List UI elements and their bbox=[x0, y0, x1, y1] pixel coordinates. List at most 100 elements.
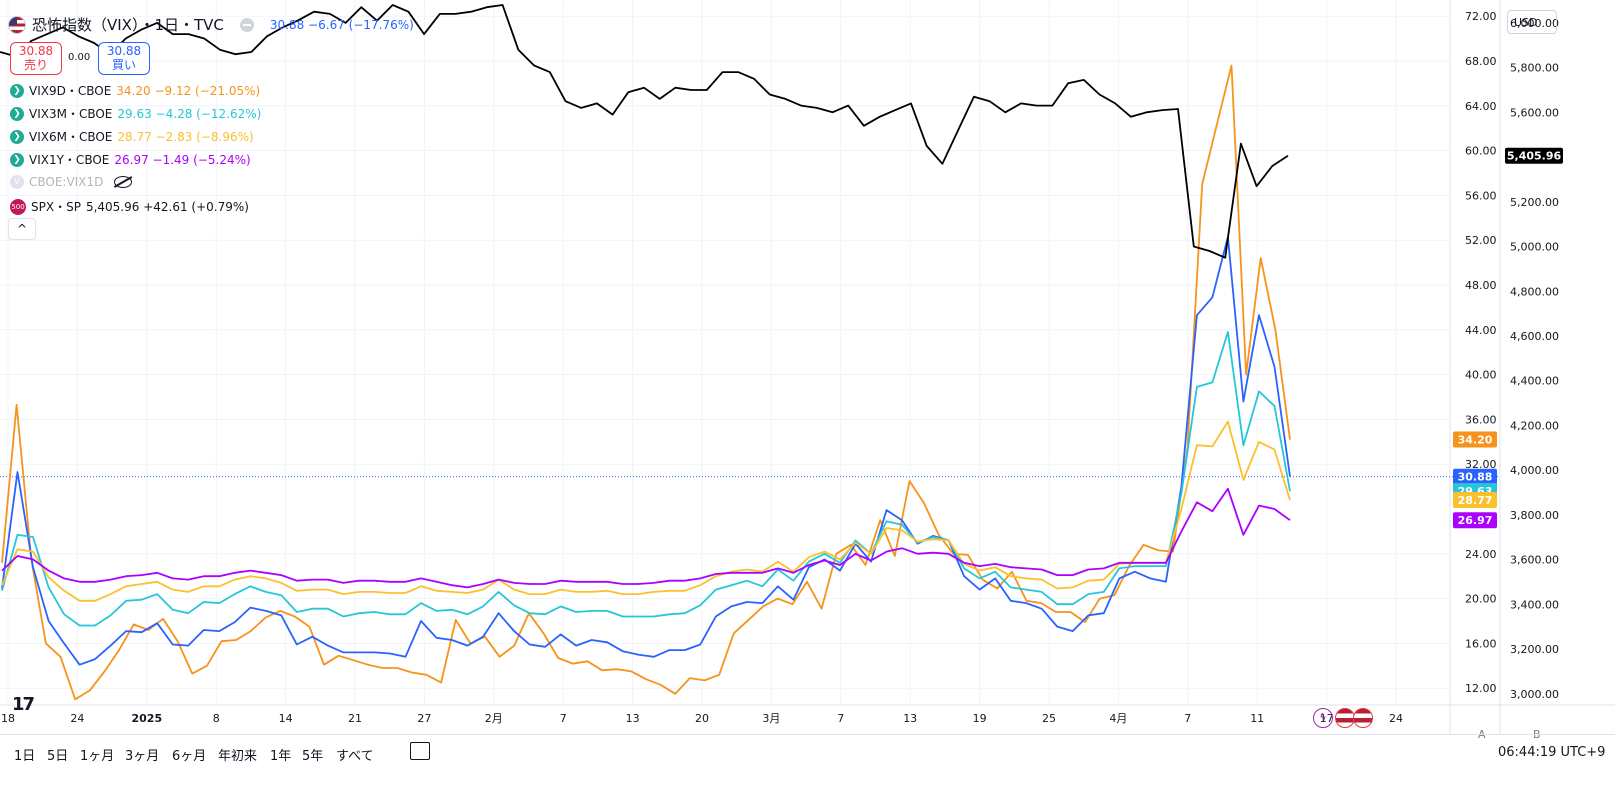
us-flag-icon[interactable] bbox=[1335, 708, 1355, 728]
left-axis-tick-label: 44.00 bbox=[1465, 324, 1497, 337]
range-ytd[interactable]: 年初来 bbox=[218, 749, 258, 764]
buy-label: 買い bbox=[111, 58, 136, 72]
right-axis-tick-label: 5,800.00 bbox=[1510, 62, 1559, 75]
legend-name: VIX1Y・CBOE bbox=[29, 153, 110, 167]
right-axis-tick-label: 3,000.00 bbox=[1510, 688, 1559, 701]
buy-price: 30.88 bbox=[106, 44, 142, 58]
buy-button[interactable]: 30.88 買い bbox=[98, 42, 150, 75]
symbol-title[interactable]: 恐怖指数（VIX）・1日・TVC bbox=[32, 16, 224, 34]
last-value-tag-vix9d bbox=[1453, 431, 1497, 448]
x-axis-tick-label: 3月 bbox=[762, 712, 780, 725]
clock[interactable]: 06:44:19 UTC+9 bbox=[1498, 745, 1606, 760]
sell-label: 売り bbox=[23, 58, 48, 72]
x-axis-tick-label: 2025 bbox=[131, 712, 162, 725]
legend-values: 26.97 −1.49 (−5.24%) bbox=[114, 152, 251, 167]
last-value-label-vix6m: 28.77 bbox=[1458, 494, 1493, 507]
left-axis-tick-label: 16.00 bbox=[1465, 637, 1497, 650]
left-axis-tick-label: 48.00 bbox=[1465, 279, 1497, 292]
right-axis-tick-label: 3,200.00 bbox=[1510, 643, 1559, 656]
legend-values: 34.20 −9.12 (−21.05%) bbox=[116, 83, 261, 98]
cboe-logo-icon: ❯ bbox=[10, 129, 24, 144]
range-1d[interactable]: 1日 bbox=[14, 749, 36, 764]
legend-values: 5,405.96 +42.61 (+0.79%) bbox=[85, 199, 249, 214]
range-5d[interactable]: 5日 bbox=[47, 749, 69, 764]
legend-name: CBOE:VIX1D bbox=[29, 175, 104, 189]
right-axis-tick-label: 5,000.00 bbox=[1510, 241, 1559, 254]
range-all[interactable]: すべて bbox=[336, 749, 374, 764]
x-axis-tick-label: 21 bbox=[348, 712, 362, 725]
tradingview-logo: 17 bbox=[12, 694, 35, 715]
range-1m[interactable]: 1ヶ月 bbox=[80, 749, 115, 764]
last-value-tag-vix1y bbox=[1453, 512, 1497, 529]
right-axis-tick-label: 3,400.00 bbox=[1510, 598, 1559, 611]
eye-off-icon[interactable] bbox=[114, 176, 133, 188]
x-axis-tick-label: 11 bbox=[1250, 712, 1264, 725]
main-series-values: 30.88 −6.67 (−17.76%) bbox=[269, 17, 414, 32]
sell-price: 30.88 bbox=[18, 44, 54, 58]
series-line-vix1y[interactable] bbox=[1, 487, 1291, 589]
x-axis-tick-label: 7 bbox=[560, 712, 567, 725]
left-axis-tick-label: 52.00 bbox=[1465, 234, 1497, 247]
x-axis-tick-label: 13 bbox=[626, 712, 640, 725]
legend-name: VIX9D・CBOE bbox=[29, 84, 112, 98]
hidden-series-icon: V bbox=[10, 175, 24, 189]
legend-name: VIX3M・CBOE bbox=[29, 107, 113, 121]
x-axis-tick-label: 13 bbox=[903, 712, 917, 725]
left-axis-tick-label: 64.00 bbox=[1465, 100, 1497, 113]
calendar-range-icon[interactable] bbox=[410, 742, 430, 760]
last-value-label-vix: 30.88 bbox=[1458, 471, 1493, 484]
series-line-vix[interactable] bbox=[1, 235, 1291, 666]
x-axis-tick-label: 18 bbox=[1, 712, 15, 725]
right-axis-tick-label: 4,400.00 bbox=[1510, 375, 1559, 388]
x-axis-tick-label: 2月 bbox=[485, 712, 503, 725]
last-value-label-vix9d: 34.20 bbox=[1458, 434, 1493, 447]
range-5y[interactable]: 5年 bbox=[302, 749, 324, 764]
bottom-toolbar: 1日 5日 1ヶ月 3ヶ月 6ヶ月 年初来 1年 5年 すべて 06:44:19… bbox=[0, 734, 1615, 771]
range-1y[interactable]: 1年 bbox=[270, 749, 292, 764]
last-value-label-vix1y: 26.97 bbox=[1458, 514, 1493, 527]
series-line-vix3m[interactable] bbox=[1, 331, 1291, 627]
us-flag-icon bbox=[8, 15, 26, 34]
legend-item-vix1d-hidden[interactable]: V CBOE:VIX1D bbox=[10, 175, 133, 189]
range-6m[interactable]: 6ヶ月 bbox=[172, 749, 207, 764]
hide-series-button[interactable] bbox=[239, 17, 254, 32]
right-axis-tick-label: 4,600.00 bbox=[1510, 330, 1559, 343]
x-axis-tick-label: 14 bbox=[279, 712, 293, 725]
series-line-vix9d[interactable] bbox=[1, 64, 1291, 701]
sell-button[interactable]: 30.88 売り bbox=[10, 42, 62, 75]
legend-item-vix9d[interactable]: ❯ VIX9D・CBOE 34.20 −9.12 (−21.05%) bbox=[10, 82, 260, 99]
left-axis-tick-label: 36.00 bbox=[1465, 413, 1497, 426]
range-3m[interactable]: 3ヶ月 bbox=[125, 749, 160, 764]
legend-item-vix1y[interactable]: ❯ VIX1Y・CBOE 26.97 −1.49 (−5.24%) bbox=[10, 151, 251, 168]
cboe-logo-icon: ❯ bbox=[10, 83, 24, 98]
last-value-tag-spx bbox=[1505, 147, 1563, 164]
legend-item-vix3m[interactable]: ❯ VIX3M・CBOE 29.63 −4.28 (−12.62%) bbox=[10, 105, 261, 122]
bolt-icon[interactable]: ϟ bbox=[1313, 708, 1333, 728]
x-axis-tick-label: 27 bbox=[417, 712, 431, 725]
legend-item-spx[interactable]: 500 SPX・SP 5,405.96 +42.61 (+0.79%) bbox=[10, 198, 249, 215]
left-axis-tick-label: 32.00 bbox=[1465, 458, 1497, 471]
legend-values: 28.77 −2.83 (−8.96%) bbox=[117, 129, 254, 144]
spx-badge-icon: 500 bbox=[10, 198, 26, 215]
chevron-up-icon[interactable]: ^ bbox=[8, 218, 36, 240]
x-axis-tick-label: 20 bbox=[695, 712, 709, 725]
x-axis-tick-label: 4月 bbox=[1109, 712, 1127, 725]
currency-select[interactable]: USD bbox=[1507, 10, 1557, 34]
right-axis-tick-label: 6,000.00 bbox=[1510, 17, 1559, 30]
spread-value: 0.00 bbox=[68, 52, 91, 63]
series-line-vix6m[interactable] bbox=[1, 420, 1291, 602]
x-axis-tick-label: 24 bbox=[1389, 712, 1403, 725]
us-flag-icon[interactable] bbox=[1353, 708, 1373, 728]
left-axis-tick-label: 72.00 bbox=[1465, 10, 1497, 23]
legend-values: 29.63 −4.28 (−12.62%) bbox=[117, 106, 262, 121]
left-axis-tick-label: 40.00 bbox=[1465, 369, 1497, 382]
left-axis-tick-label: 60.00 bbox=[1465, 145, 1497, 158]
right-axis-tick-label: 5,600.00 bbox=[1510, 106, 1559, 119]
legend-item-vix6m[interactable]: ❯ VIX6M・CBOE 28.77 −2.83 (−8.96%) bbox=[10, 128, 254, 145]
last-value-tag-vix6m bbox=[1453, 492, 1497, 509]
chart-header: 恐怖指数（VIX）・1日・TVC 30.88 −6.67 (−17.76%) bbox=[8, 14, 414, 35]
series-line-spx[interactable] bbox=[0, 4, 1289, 259]
x-axis-tick-label: 24 bbox=[70, 712, 84, 725]
x-axis-tick-label: 8 bbox=[213, 712, 220, 725]
